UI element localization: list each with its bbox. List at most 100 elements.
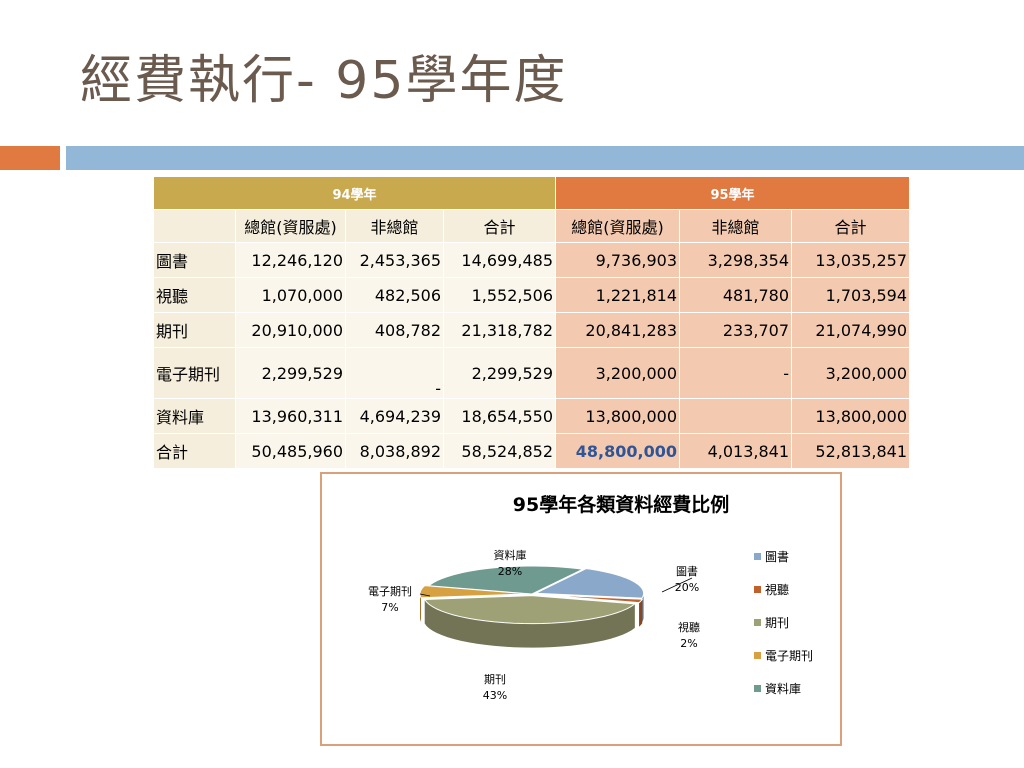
table-cell: - [679,347,792,399]
table-cell: 14,699,485 [443,242,556,278]
legend-label: 資料庫 [765,682,802,696]
table-cell: 12,246,120 [235,242,346,278]
legend-swatch [754,652,761,659]
pie-slice-top [535,593,644,604]
table-cell: 20,841,283 [555,312,680,348]
table-cell: 1,070,000 [235,277,346,313]
table-cell: 20,910,000 [235,312,346,348]
slice-label-value: 7% [381,601,399,614]
table-cell: - [345,347,444,399]
legend-item: 電子期刊 [754,639,813,672]
group-header-95: 95學年 [555,176,910,210]
legend-item: 期刊 [754,606,813,639]
table-cell: 13,800,000 [791,398,910,434]
column-header: 合計 [443,209,556,243]
pie-slice-top [419,585,529,599]
slice-label-2: 期刊 43% [467,672,523,704]
pie-slice-side [424,599,635,648]
chart-title: 95學年各類資料經費比例 [512,494,730,516]
slice-label-name: 期刊 [484,673,506,686]
pie-chart: 95學年各類資料經費比例 圖書 20% 視聽 2% 期刊 43% 電子期刊 7% 資料庫 28% … [320,472,842,746]
table-cell: 3,200,000 [791,347,910,399]
pie-slice-side [641,593,644,623]
table-cell: 52,813,841 [791,433,910,469]
table-cell: 13,035,257 [791,242,910,278]
slice-label-4: 資料庫 28% [482,548,538,580]
row-label: 電子期刊 [153,347,236,399]
table-cell [679,398,792,434]
table-cell: 21,074,990 [791,312,910,348]
slice-label-name: 電子期刊 [368,585,412,598]
column-header: 非總館 [679,209,792,243]
table-cell: 2,299,529 [235,347,346,399]
table-cell: 9,736,903 [555,242,680,278]
table-cell: 1,703,594 [791,277,910,313]
slide-title: 經費執行- 95學年度 [80,51,568,111]
slice-label-value: 2% [680,637,698,650]
table-cell-highlight: 48,800,000 [555,433,680,469]
table-cell: 2,299,529 [443,347,556,399]
table-cell: 408,782 [345,312,444,348]
legend-swatch [754,685,761,692]
pie-slice-top [535,568,645,599]
accent-bar-blue [66,146,1024,170]
row-label: 視聽 [153,277,236,313]
legend-swatch [754,619,761,626]
slice-label-value: 43% [482,689,508,702]
table-row-total: 合計 50,485,960 8,038,892 58,524,852 48,80… [153,433,910,469]
slice-label-name: 圖書 [676,565,698,578]
legend-label: 期刊 [765,616,790,630]
table-cell: 21,318,782 [443,312,556,348]
slice-label-name: 資料庫 [493,549,527,562]
leader-line [661,577,693,593]
row-label: 合計 [153,433,236,469]
pie-slice-1 [535,593,644,627]
column-header: 總館(資服處) [555,209,680,243]
table-row: 電子期刊 2,299,529 - 2,299,529 3,200,000 - 3… [153,347,910,399]
table-cell: 1,221,814 [555,277,680,313]
slice-label-3: 電子期刊 7% [360,584,420,616]
slice-label-value: 28% [497,565,523,578]
table-cell: 58,524,852 [443,433,556,469]
row-label: 期刊 [153,312,236,348]
pie-slice-top [423,595,637,625]
column-header: 非總館 [345,209,444,243]
table-row: 期刊 20,910,000 408,782 21,318,782 20,841,… [153,312,910,348]
pie-slice-2 [423,595,637,648]
table-row: 視聽 1,070,000 482,506 1,552,506 1,221,814… [153,277,910,313]
legend-item: 資料庫 [754,672,813,705]
legend-label: 電子期刊 [765,649,814,663]
table-row: 圖書 12,246,120 2,453,365 14,699,485 9,736… [153,242,910,278]
pie-slice-side [420,593,422,622]
row-label: 資料庫 [153,398,236,434]
table-row: 資料庫 13,960,311 4,694,239 18,654,550 13,8… [153,398,910,434]
chart-legend: 圖書 視聽 期刊 電子期刊 資料庫 [754,540,813,705]
pie-chart-plot [419,565,693,648]
legend-swatch [754,553,761,560]
table-cell: 1,552,506 [443,277,556,313]
pie-slice-side [639,599,643,627]
pie-slice-top [427,565,585,595]
table-cell: 4,694,239 [345,398,444,434]
table-cell: 13,800,000 [555,398,680,434]
table-cell: 233,707 [679,312,792,348]
column-header: 總館(資服處) [235,209,346,243]
leader-line [419,593,431,597]
table-cell: 482,506 [345,277,444,313]
table-cell: 8,038,892 [345,433,444,469]
group-header-94: 94學年 [153,176,556,210]
accent-bar-orange [0,146,60,170]
slice-label-1: 視聽 2% [664,620,714,652]
slice-label-name: 視聽 [678,621,700,634]
column-header: 合計 [791,209,910,243]
table-cell: 4,013,841 [679,433,792,469]
pie-slice-3 [419,585,529,622]
table-cell: 3,298,354 [679,242,792,278]
table-cell: 2,453,365 [345,242,444,278]
legend-item: 圖書 [754,540,813,573]
table-cell: 50,485,960 [235,433,346,469]
table-cell: 18,654,550 [443,398,556,434]
table-cell: 481,780 [679,277,792,313]
slice-label-value: 20% [674,581,700,594]
legend-swatch [754,586,761,593]
